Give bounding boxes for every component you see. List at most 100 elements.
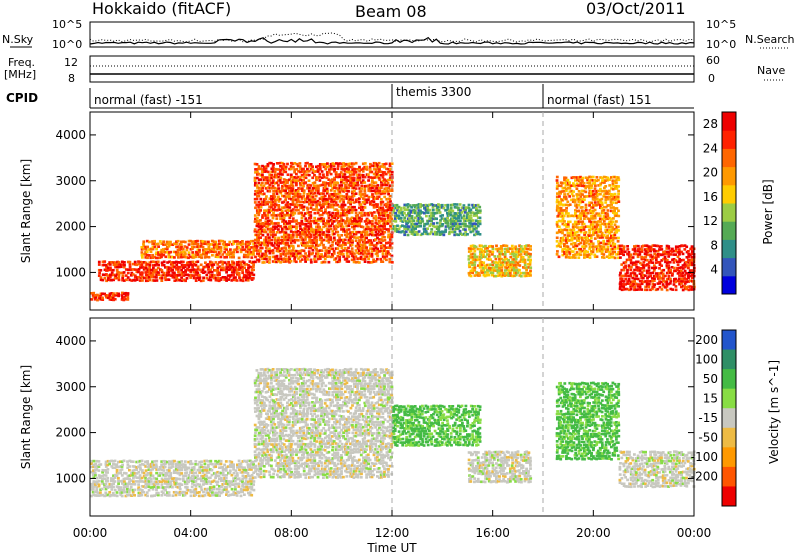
heat-cell (334, 247, 338, 250)
heat-cell (599, 225, 602, 229)
heat-cell (324, 252, 327, 255)
heat-cell (374, 230, 378, 234)
heat-cell (255, 203, 259, 207)
heat-cell (286, 227, 290, 231)
heat-cell (131, 469, 135, 472)
heat-cell (580, 209, 584, 212)
heat-cell (266, 202, 270, 206)
heat-cell (307, 220, 311, 223)
heat-cell (363, 257, 367, 261)
heat-cell (138, 463, 142, 467)
heat-cell (633, 288, 636, 292)
heat-cell (486, 257, 489, 261)
heat-cell (307, 211, 311, 214)
heat-cell (210, 261, 214, 264)
heat-cell (380, 184, 383, 187)
heat-cell (378, 225, 381, 228)
heat-cell (626, 245, 629, 248)
heat-cell (149, 274, 153, 277)
heat-cell (264, 240, 268, 244)
heat-cell (428, 232, 432, 236)
heat-cell (270, 213, 274, 217)
heat-cell (104, 463, 108, 466)
heat-cell (131, 482, 135, 486)
heat-cell (643, 248, 647, 251)
heat-cell (347, 164, 351, 168)
heat-cell (338, 244, 342, 248)
heat-cell (595, 189, 598, 193)
heat-cell (336, 216, 340, 220)
heat-cell (388, 170, 392, 173)
heat-cell (318, 179, 322, 182)
heat-cell (635, 260, 638, 264)
heat-cell (363, 236, 367, 240)
heat-cell (210, 239, 214, 243)
heat-cell (561, 231, 564, 235)
heat-cell (250, 246, 254, 249)
heat-cell (565, 250, 568, 254)
heat-cell (110, 278, 113, 282)
heat-cell (209, 278, 213, 282)
heat-cell (586, 217, 590, 220)
heat-cell (582, 228, 586, 231)
heat-cell (388, 194, 392, 198)
heat-cell (376, 254, 379, 258)
heat-cell (160, 261, 164, 264)
heat-cell (232, 271, 236, 274)
heat-cell (268, 173, 272, 176)
heat-cell (266, 244, 270, 247)
heat-cell (386, 171, 390, 174)
power-cells (90, 161, 696, 302)
heat-cell (275, 203, 278, 207)
heat-cell (132, 480, 135, 483)
heat-cell (146, 462, 150, 465)
heat-cell (459, 209, 462, 212)
heat-cell (363, 260, 367, 263)
heat-cell (361, 175, 365, 179)
heat-cell (148, 270, 152, 274)
heat-cell (270, 173, 274, 177)
heat-cell (559, 209, 563, 212)
heat-cell (268, 261, 271, 264)
heat-cell (579, 226, 582, 229)
heat-cell (419, 203, 422, 206)
heat-cell (198, 278, 201, 282)
heat-cell (182, 271, 186, 274)
heat-cell (294, 260, 298, 264)
heat-cell (593, 237, 597, 240)
heat-cell (146, 279, 150, 282)
heat-cell (655, 244, 658, 248)
heat-cell (375, 195, 379, 199)
heat-cell (640, 248, 644, 251)
heat-cell (268, 222, 271, 226)
heat-cell (417, 230, 421, 233)
heat-cell (564, 255, 568, 259)
heat-cell (311, 195, 315, 199)
heat-cell (199, 239, 203, 243)
heat-cell (654, 288, 658, 292)
heat-cell (607, 256, 611, 259)
heat-cell (117, 261, 121, 264)
heat-cell (611, 226, 615, 229)
heat-cell (615, 195, 619, 199)
heat-cell (117, 479, 120, 483)
heat-cell (315, 225, 318, 229)
heat-cell (374, 260, 378, 263)
heat-cell (219, 247, 223, 251)
heat-cell (676, 255, 680, 259)
heat-cell (647, 285, 651, 289)
heat-cell (566, 255, 570, 259)
heat-cell (582, 242, 586, 246)
heat-cell (194, 276, 198, 280)
heat-cell (363, 211, 367, 215)
heat-cell (455, 233, 459, 236)
heat-cell (462, 217, 466, 220)
heat-cell (264, 238, 268, 242)
heat-cell (656, 250, 660, 253)
heat-cell (527, 258, 530, 262)
heat-cell (683, 280, 687, 284)
heat-cell (384, 172, 388, 176)
heat-cell (406, 233, 410, 237)
heat-cell (475, 204, 478, 207)
heat-cell (326, 198, 329, 201)
